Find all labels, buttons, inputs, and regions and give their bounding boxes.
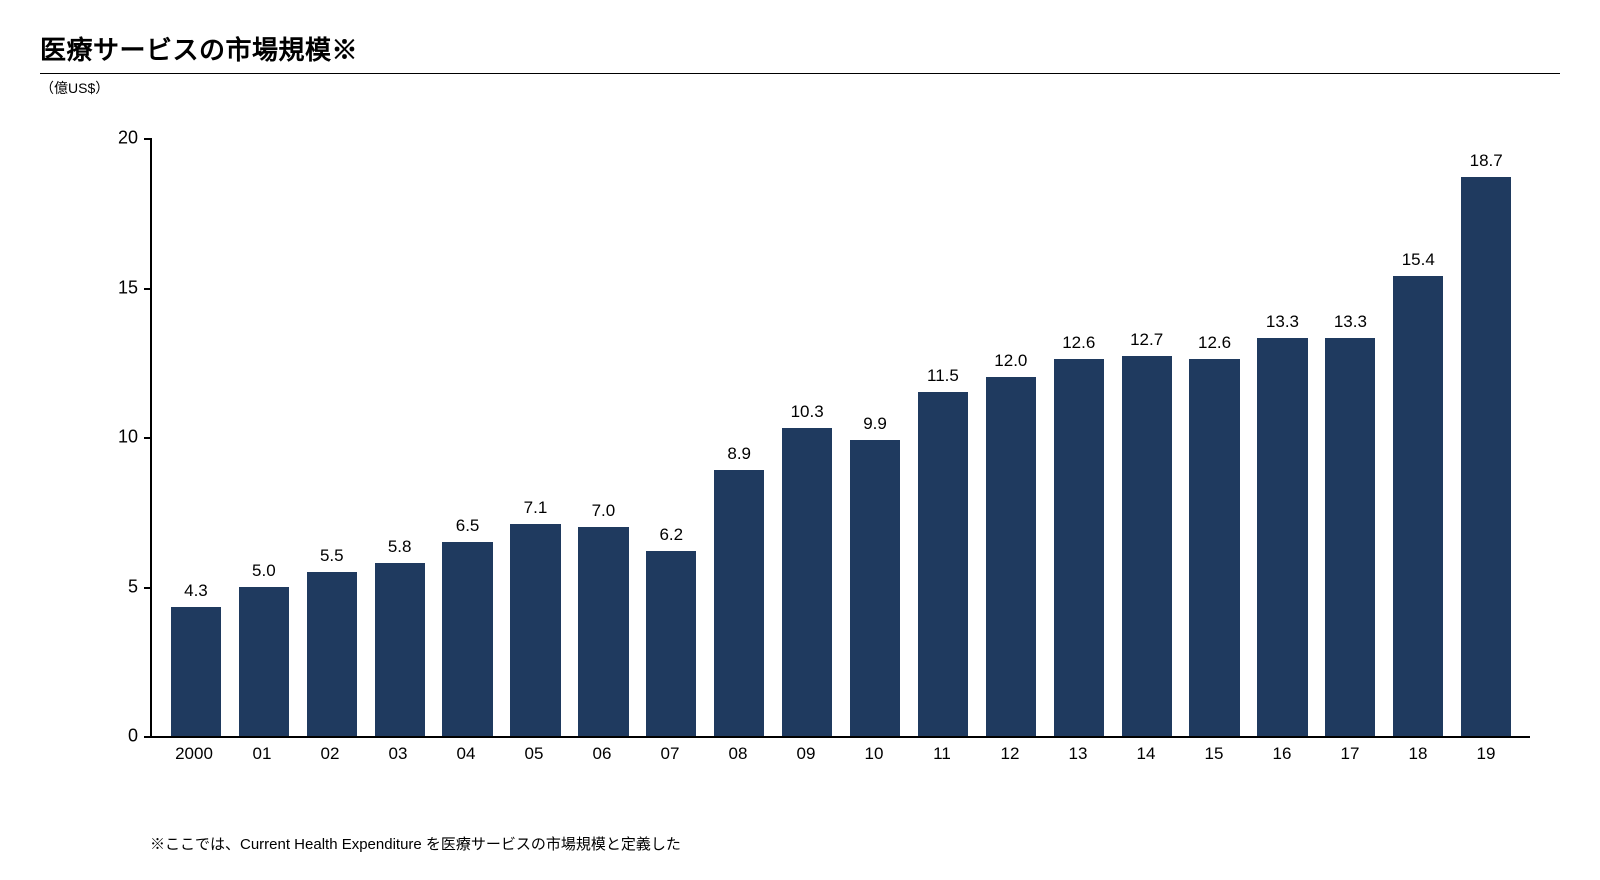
bar-value-label: 18.7 (1470, 151, 1503, 171)
x-tick-label: 16 (1248, 738, 1316, 768)
bar-slot: 12.6 (1045, 138, 1113, 736)
y-tick-label: 20 (118, 128, 138, 149)
bar-slot: 12.7 (1113, 138, 1181, 736)
x-tick-label: 15 (1180, 738, 1248, 768)
bar (239, 587, 289, 737)
x-tick-label: 06 (568, 738, 636, 768)
x-tick-label: 10 (840, 738, 908, 768)
bar-value-label: 6.2 (659, 525, 683, 545)
bar-value-label: 12.6 (1062, 333, 1095, 353)
bar (171, 607, 221, 736)
title-block: 医療サービスの市場規模※ （億US$） (40, 30, 1560, 98)
y-tick (144, 288, 152, 290)
bar-value-label: 11.5 (927, 366, 959, 386)
x-tick-label: 05 (500, 738, 568, 768)
bar (986, 377, 1036, 736)
footnote: ※ここでは、Current Health Expenditure を医療サービス… (150, 833, 681, 854)
bar (714, 470, 764, 736)
bar-slot: 5.5 (298, 138, 366, 736)
x-tick-label: 17 (1316, 738, 1384, 768)
bar (1257, 338, 1307, 736)
bar-value-label: 7.1 (524, 498, 548, 518)
x-tick-label: 09 (772, 738, 840, 768)
bar-slot: 15.4 (1384, 138, 1452, 736)
bar-value-label: 5.0 (252, 561, 276, 581)
plot-area: 4.3 5.0 5.5 5.8 6.5 7.1 7.0 6.2 8.9 10.3 9.9 11.5 12… (150, 138, 1530, 738)
x-tick-label: 08 (704, 738, 772, 768)
bar-slot: 9.9 (841, 138, 909, 736)
bar-slot: 12.6 (1181, 138, 1249, 736)
bar-value-label: 15.4 (1402, 250, 1435, 270)
x-tick-label: 11 (908, 738, 976, 768)
bar-value-label: 12.6 (1198, 333, 1231, 353)
y-tick-label: 5 (128, 576, 138, 597)
bar-slot: 13.3 (1316, 138, 1384, 736)
bar-slot: 5.0 (230, 138, 298, 736)
x-tick-label: 2000 (160, 738, 228, 768)
bar (307, 572, 357, 736)
y-tick (144, 138, 152, 140)
x-tick-label: 07 (636, 738, 704, 768)
bar-value-label: 5.8 (388, 537, 412, 557)
bar-value-label: 10.3 (791, 402, 824, 422)
x-tick-label: 04 (432, 738, 500, 768)
chart-area: 4.3 5.0 5.5 5.8 6.5 7.1 7.0 6.2 8.9 10.3 9.9 11.5 12… (100, 138, 1530, 768)
bar-slot: 12.0 (977, 138, 1045, 736)
bar-slot: 13.3 (1249, 138, 1317, 736)
bar-slot: 18.7 (1452, 138, 1520, 736)
bar (918, 392, 968, 736)
bar (782, 428, 832, 736)
bar-value-label: 12.7 (1130, 330, 1163, 350)
bar (510, 524, 560, 736)
bar-value-label: 9.9 (863, 414, 887, 434)
bar (1461, 177, 1511, 736)
x-tick-label: 13 (1044, 738, 1112, 768)
bar-slot: 7.0 (569, 138, 637, 736)
bar-slot: 6.5 (434, 138, 502, 736)
bar-value-label: 13.3 (1266, 312, 1299, 332)
x-tick-label: 14 (1112, 738, 1180, 768)
bar-slot: 8.9 (705, 138, 773, 736)
bar-value-label: 7.0 (592, 501, 616, 521)
bar-value-label: 4.3 (184, 581, 208, 601)
x-tick-label: 12 (976, 738, 1044, 768)
x-axis-labels: 2000010203040506070809101112131415161718… (150, 738, 1530, 768)
y-tick-label: 0 (128, 726, 138, 747)
y-tick-label: 15 (118, 277, 138, 298)
bar (1393, 276, 1443, 736)
bar-slot: 4.3 (162, 138, 230, 736)
chart-title: 医療サービスの市場規模※ (40, 30, 1560, 67)
unit-label: （億US$） (40, 78, 1560, 98)
bar (1122, 356, 1172, 736)
y-tick-label: 10 (118, 427, 138, 448)
bar-value-label: 6.5 (456, 516, 480, 536)
bar-value-label: 8.9 (727, 444, 751, 464)
title-rule (40, 73, 1560, 74)
bars-container: 4.3 5.0 5.5 5.8 6.5 7.1 7.0 6.2 8.9 10.3 9.9 11.5 12… (152, 138, 1530, 736)
bar-slot: 6.2 (637, 138, 705, 736)
bar (1325, 338, 1375, 736)
bar (578, 527, 628, 736)
bar (1054, 359, 1104, 736)
bar-slot: 7.1 (502, 138, 570, 736)
bar-value-label: 13.3 (1334, 312, 1367, 332)
bar-slot: 10.3 (773, 138, 841, 736)
x-tick-label: 01 (228, 738, 296, 768)
bar (1189, 359, 1239, 736)
x-tick-label: 18 (1384, 738, 1452, 768)
y-tick (144, 437, 152, 439)
bar (375, 563, 425, 736)
y-tick (144, 587, 152, 589)
bar-value-label: 5.5 (320, 546, 344, 566)
bar (646, 551, 696, 736)
bar (442, 542, 492, 736)
bar-slot: 5.8 (366, 138, 434, 736)
bar-slot: 11.5 (909, 138, 977, 736)
x-tick-label: 03 (364, 738, 432, 768)
bar (850, 440, 900, 736)
bar-value-label: 12.0 (994, 351, 1027, 371)
x-tick-label: 19 (1452, 738, 1520, 768)
x-tick-label: 02 (296, 738, 364, 768)
